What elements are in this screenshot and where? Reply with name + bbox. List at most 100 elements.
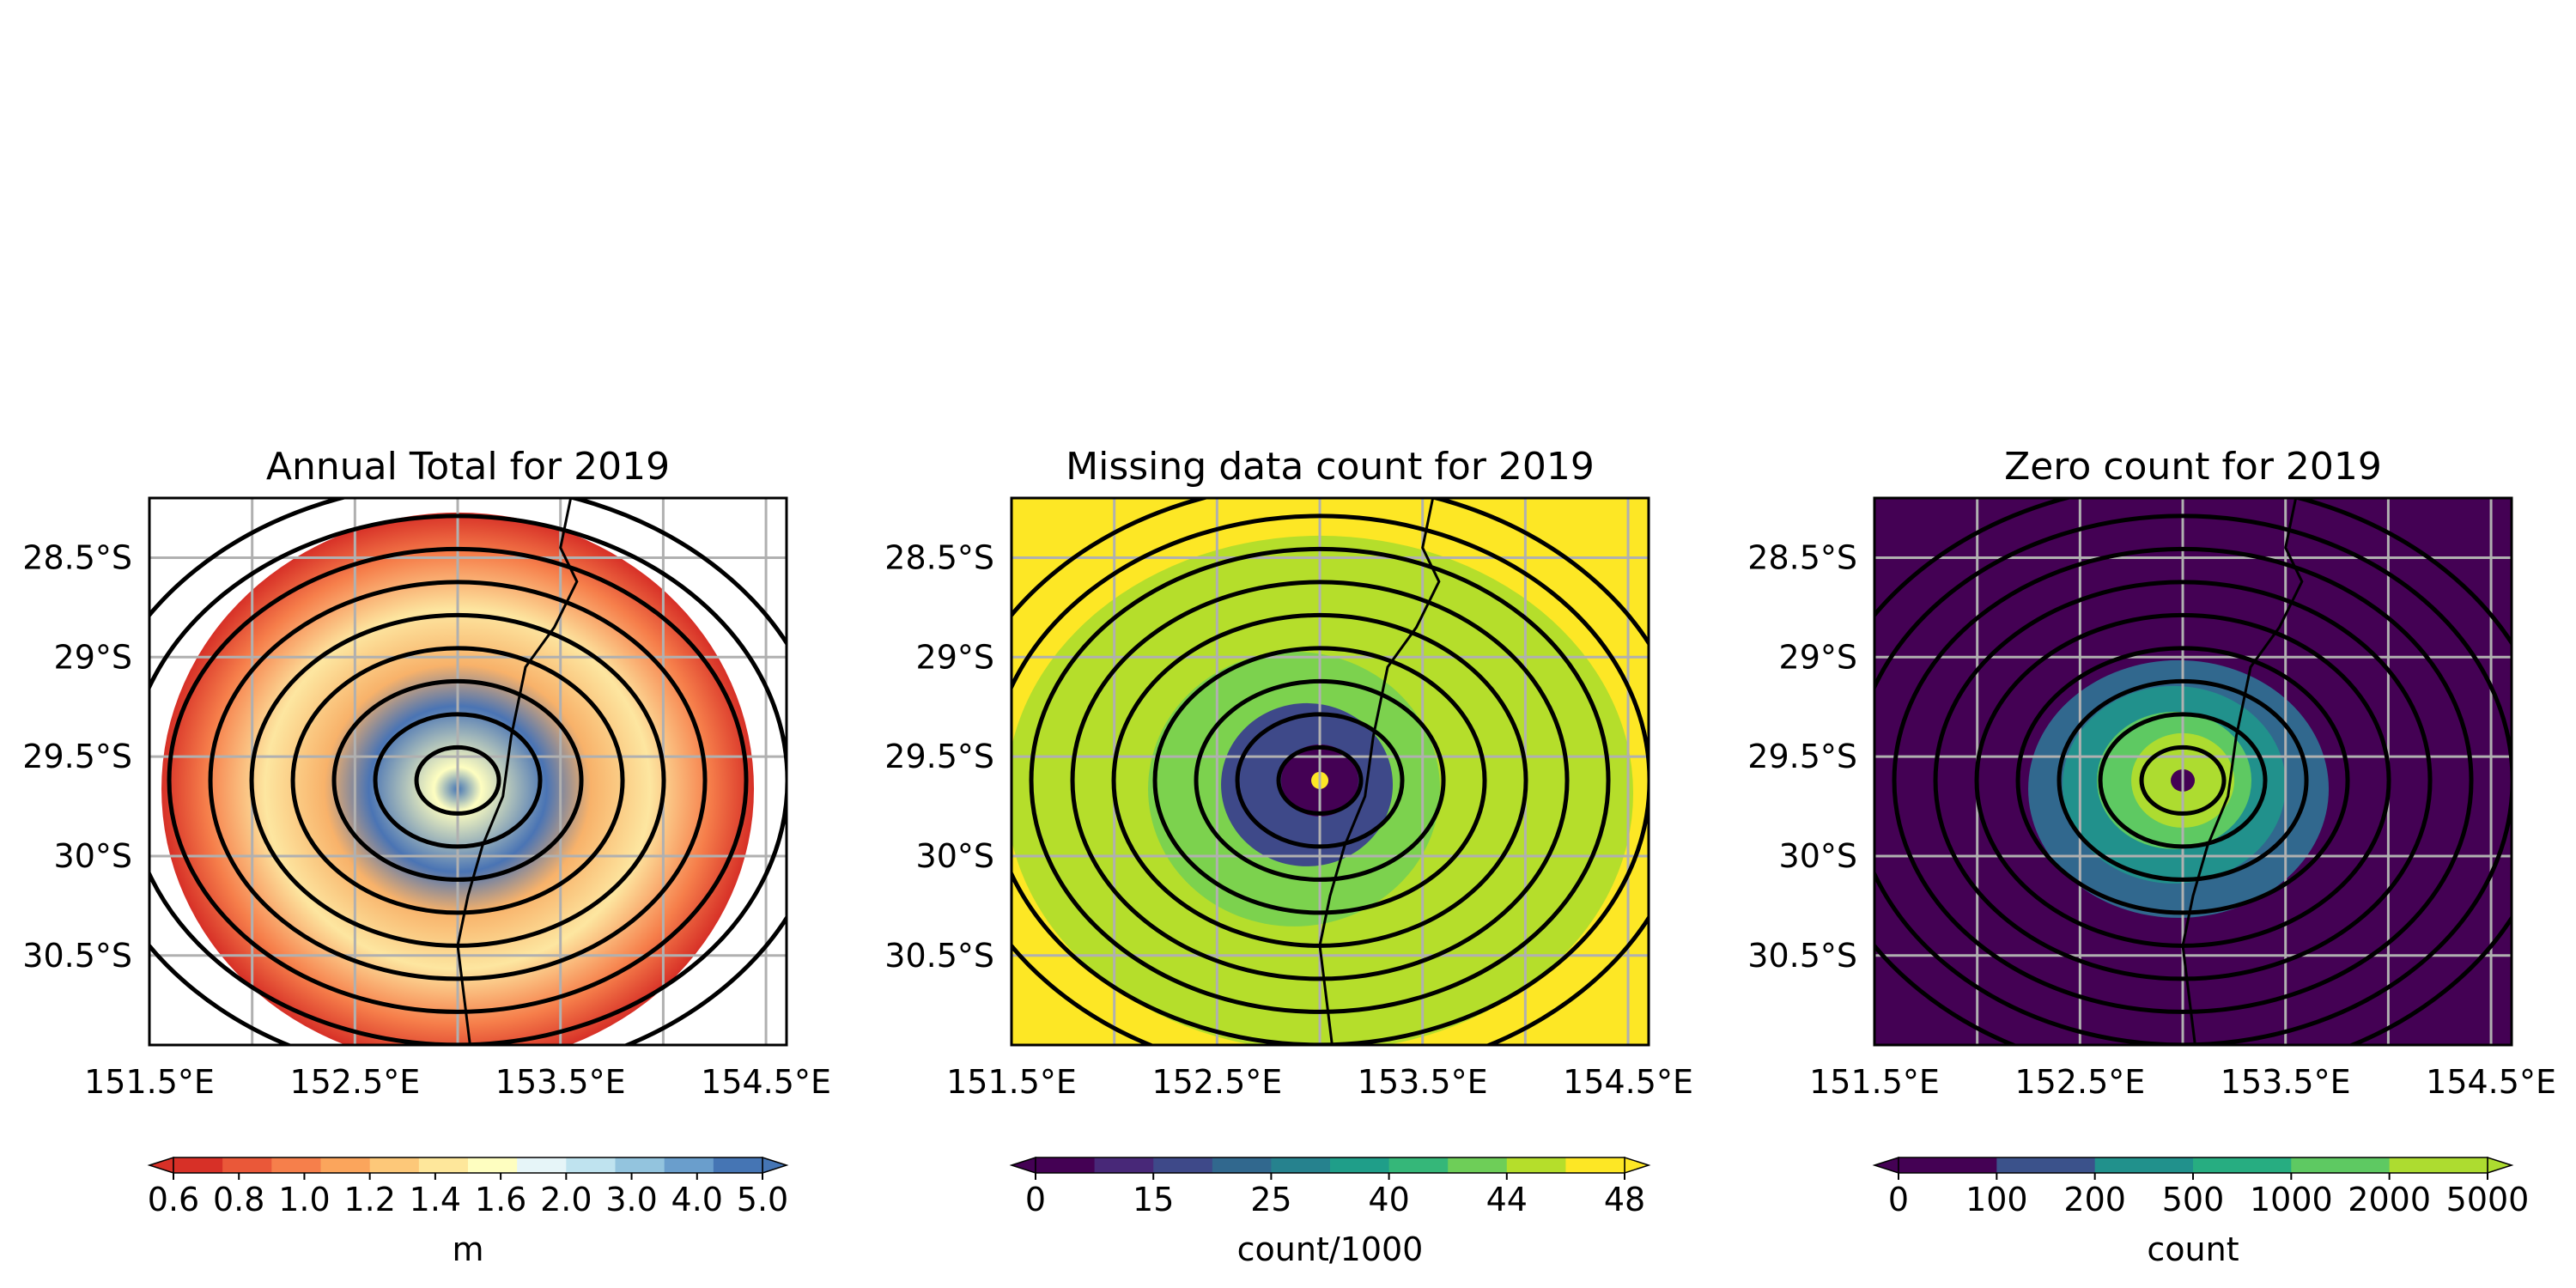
x-tick-label: 154.5°E [701, 1063, 831, 1101]
x-tick-label: 152.5°E [289, 1063, 420, 1101]
x-tick-label: 151.5°E [84, 1063, 215, 1101]
colorbar-tick-label: 1.4 [410, 1181, 461, 1218]
colorbar-tick-label: 0.6 [148, 1181, 199, 1218]
axes-frame [148, 496, 788, 1047]
x-tick-label: 152.5°E [2014, 1063, 2145, 1101]
colorbar-segment [1506, 1157, 1566, 1173]
colorbar-label: count/1000 [1237, 1230, 1424, 1268]
colorbar: 0 100 200 500 1000 2000 5000 count [1872, 1156, 2530, 1268]
colorbar-segment [468, 1157, 518, 1173]
colorbar-segment [320, 1157, 371, 1173]
colorbar-extend-high [2487, 1156, 2514, 1175]
colorbar-tick-label: 3.0 [605, 1181, 657, 1218]
colorbar-tick-label: 1.2 [343, 1181, 395, 1218]
map-area [1874, 498, 2512, 1045]
range-ring [373, 712, 543, 849]
colorbar-tick-label: 100 [1965, 1181, 2028, 1218]
x-tick-label: 153.5°E [495, 1063, 626, 1101]
colorbar-segment [1996, 1157, 2096, 1173]
colorbar-extend-high [1624, 1156, 1651, 1175]
coastline [1318, 498, 1441, 1045]
colorbar-segment [1330, 1157, 1390, 1173]
coastline [2181, 498, 2304, 1045]
colorbar-label: count [2147, 1230, 2239, 1268]
colorbar-tick-label: 40 [1368, 1181, 1409, 1218]
y-tick-label: 29.5°S [1747, 738, 1857, 775]
colorbar-segment [615, 1157, 665, 1173]
colorbar-segment [418, 1157, 469, 1173]
colorbar-tick-label: 0.8 [213, 1181, 264, 1218]
x-tick-label: 151.5°E [1809, 1063, 1940, 1101]
colorbar-frame [1035, 1157, 1625, 1174]
range-ring [414, 744, 501, 816]
colorbar-tick-label: 0 [1888, 1181, 1909, 1218]
colorbar-frame [173, 1157, 763, 1174]
colorbar-tick-label: 2000 [2348, 1181, 2431, 1218]
colorbar-segment [713, 1157, 763, 1173]
range-ring [1276, 744, 1364, 816]
y-tick-label: 30°S [54, 837, 132, 875]
y-tick-label: 30.5°S [884, 937, 994, 975]
range-ring [1152, 646, 1487, 915]
colorbar-tick-label: 15 [1133, 1181, 1174, 1218]
range-ring [331, 678, 584, 882]
x-tick-label: 153.5°E [2221, 1063, 2351, 1101]
colorbar-segment [664, 1157, 714, 1173]
range-ring [167, 546, 749, 1014]
colorbar-segment [1212, 1157, 1272, 1173]
colorbar-tick-label: 500 [2162, 1181, 2225, 1218]
colorbar-segment [222, 1157, 272, 1173]
x-tick-label: 154.5°E [1563, 1063, 1693, 1101]
colorbar-tick-label: 4.0 [671, 1181, 723, 1218]
colorbar-tick-label: 0 [1025, 1181, 1046, 1218]
axes-frame [1873, 496, 2513, 1047]
colorbar-segment [1153, 1157, 1213, 1173]
chart-title: Missing data count for 2019 [1066, 445, 1595, 489]
colorbar-segment [1899, 1157, 1997, 1173]
y-tick-label: 28.5°S [1747, 538, 1857, 576]
colorbar-tick-label: 5.0 [737, 1181, 788, 1218]
range-ring [2139, 744, 2227, 816]
colorbar-segment [2193, 1157, 2292, 1173]
x-tick-label: 154.5°E [2426, 1063, 2556, 1101]
range-ring [2015, 646, 2350, 915]
colorbar-tick-label: 1.6 [475, 1181, 526, 1218]
y-tick-label: 28.5°S [22, 538, 132, 576]
range-ring [1070, 580, 1570, 981]
colorbar-tick-label: 1000 [2250, 1181, 2333, 1218]
range-ring [1029, 546, 1611, 1014]
colorbar-segment [1094, 1157, 1154, 1173]
x-tick-label: 151.5°E [946, 1063, 1077, 1101]
colorbar-segment [2094, 1157, 2194, 1173]
colorbar-segment [1271, 1157, 1331, 1173]
y-tick-label: 29°S [54, 638, 132, 676]
colorbar: 0.6 0.8 1.0 1.2 1.4 1.6 2.0 3.0 4.0 5.0 m [147, 1156, 789, 1268]
colorbar-tick-label: 5000 [2446, 1181, 2530, 1218]
colorbar-extend-low [147, 1156, 174, 1175]
colorbar-extend-low [1009, 1156, 1036, 1175]
colorbar-segment [517, 1157, 567, 1173]
range-ring [1892, 546, 2474, 1014]
chart-panel-3: Zero count for 2019 151.5°E 152.5°E 153.5°E… [1747, 445, 2556, 1268]
chart-panel-2: Missing data count for 2019 151.5°E 152.5°… [884, 445, 1693, 1268]
colorbar-extend-low [1872, 1156, 1899, 1175]
x-tick-label: 152.5°E [1151, 1063, 1282, 1101]
colorbar-tick-label: 25 [1250, 1181, 1291, 1218]
colorbar-segment [1388, 1157, 1449, 1173]
colorbar-segment [2291, 1157, 2391, 1173]
y-tick-label: 29.5°S [884, 738, 994, 775]
range-ring [2098, 712, 2268, 849]
colorbar-segment [2389, 1157, 2488, 1173]
range-ring [208, 580, 708, 981]
map-area [1012, 498, 1649, 1045]
chart-title: Zero count for 2019 [2004, 445, 2382, 489]
map-area [149, 498, 787, 1045]
range-ring [2057, 678, 2309, 882]
y-tick-label: 30.5°S [22, 937, 132, 975]
colorbar-tick-label: 48 [1604, 1181, 1645, 1218]
colorbar-segment [173, 1157, 223, 1173]
y-tick-label: 29°S [1779, 638, 1857, 676]
colorbar-tick-label: 1.0 [278, 1181, 330, 1218]
colorbar-tick-label: 2.0 [540, 1181, 592, 1218]
